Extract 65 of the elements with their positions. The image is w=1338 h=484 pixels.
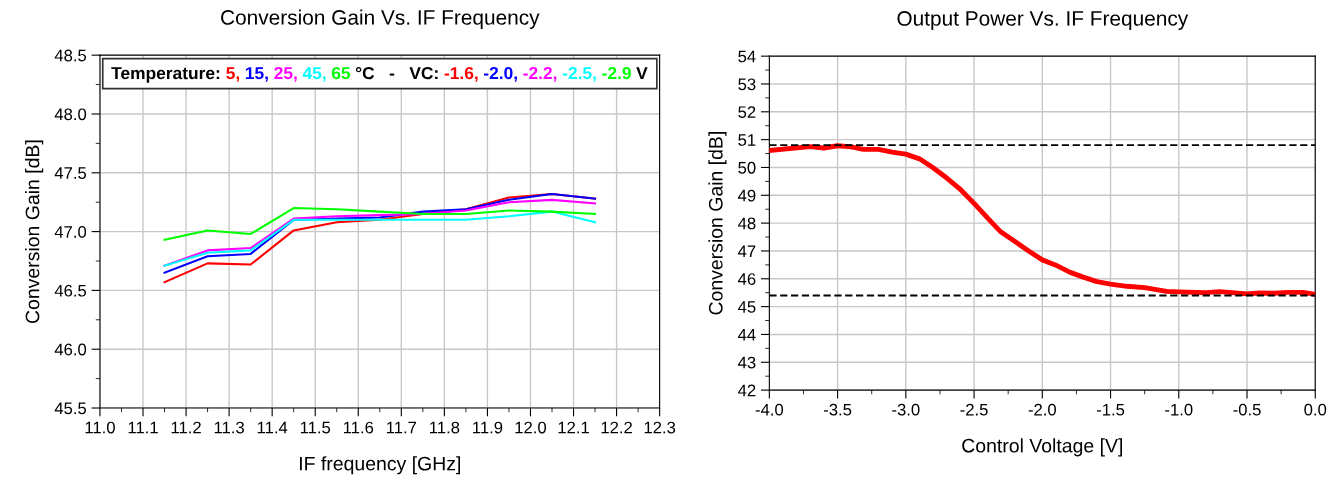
text: 15, (245, 67, 268, 82)
y-tick-label: 50 (738, 161, 756, 174)
text: 45, (302, 67, 326, 82)
x-tick-label: -0.5 (1233, 403, 1261, 416)
text: 25, (274, 66, 297, 82)
x-axis-title: IF frequency [GHz] (300, 456, 460, 475)
y-axis-title: Conversion Gain [dB] (708, 132, 727, 315)
x-tick-label: -4.0 (755, 403, 784, 416)
y-tick-label: 42 (738, 384, 756, 397)
y-tick-label: 51 (738, 134, 756, 146)
y-tick-label: 45.5 (54, 402, 87, 415)
annotation: -2.0, (484, 66, 517, 82)
text: 5, (226, 67, 240, 82)
x-tick-label: -2.0 (1028, 403, 1057, 416)
x-tick-label: 12.1 (558, 421, 589, 434)
chart-title: Conversion Gain Vs. IF Frequency (221, 9, 540, 29)
annotation: Temperature: (111, 67, 220, 83)
x-tick-label: 11.0 (85, 421, 115, 434)
y-tick-label: 45 (738, 301, 756, 313)
annotation: V (636, 67, 648, 80)
x-tick-label: 0.0 (1304, 403, 1327, 416)
x-tick-label: 12.0 (515, 421, 547, 434)
y-tick-label: 44 (738, 329, 756, 341)
x-tick-label: 11.1 (128, 421, 158, 434)
x-tick-label: -3.5 (823, 403, 852, 416)
x-tick-label: -1.0 (1165, 403, 1193, 416)
y-tick-label: 46.5 (54, 284, 87, 297)
y-tick-label: 49 (738, 189, 756, 202)
y-tick-label: 53 (738, 78, 756, 91)
annotation: -2.9 (602, 66, 631, 80)
y-tick-label: 48.5 (54, 49, 87, 62)
line-series (769, 143, 1316, 297)
chart-title: Output Power Vs. IF Frequency (897, 11, 1189, 30)
text: 65 (331, 66, 351, 80)
x-axis-title: Control Voltage [V] (962, 438, 1122, 457)
y-tick-label: 52 (738, 106, 756, 119)
y-tick-label: 48.0 (54, 108, 87, 121)
y-tick-label: 47.0 (54, 226, 87, 238)
x-tick-label: 11.4 (257, 421, 288, 434)
y-tick-label: 46 (738, 273, 756, 285)
x-tick-label: 11.9 (473, 421, 503, 434)
x-tick-label: 11.8 (430, 421, 460, 434)
x-tick-label: -2.5 (960, 403, 988, 416)
annotation: -2.2, (523, 66, 557, 82)
y-tick-label: 46.0 (54, 343, 87, 356)
x-tick-label: 11.5 (300, 421, 331, 434)
line-series (163, 207, 597, 241)
x-tick-label: 11.7 (386, 421, 417, 434)
annotation: -1.6, (444, 66, 478, 82)
x-tick-label: 11.6 (343, 421, 374, 434)
annotation: °C - VC: (355, 66, 438, 80)
y-axis-title: Conversion Gain [dB] (25, 140, 44, 324)
x-tick-label: 11.3 (214, 421, 244, 434)
y-tick-label: 48 (738, 217, 756, 230)
line-series (163, 210, 597, 267)
y-tick-label: 54 (738, 50, 756, 63)
x-tick-label: -3.0 (892, 403, 920, 416)
x-tick-label: 11.2 (171, 421, 201, 434)
x-tick-label: 12.3 (644, 421, 676, 434)
y-tick-label: 47.5 (54, 167, 87, 179)
y-tick-label: 43 (738, 356, 756, 369)
annotation: -2.5, (562, 66, 596, 82)
y-tick-label: 47 (738, 245, 756, 257)
x-tick-label: -1.5 (1096, 403, 1125, 416)
x-tick-label: 12.2 (601, 421, 632, 434)
